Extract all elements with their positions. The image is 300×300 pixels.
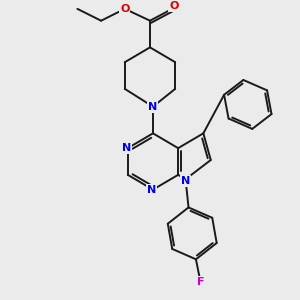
Text: N: N [147, 184, 156, 195]
Text: O: O [169, 2, 178, 11]
Text: O: O [120, 4, 130, 14]
Text: N: N [181, 176, 190, 186]
Text: N: N [148, 102, 158, 112]
Text: N: N [122, 143, 131, 153]
Text: F: F [196, 277, 204, 286]
